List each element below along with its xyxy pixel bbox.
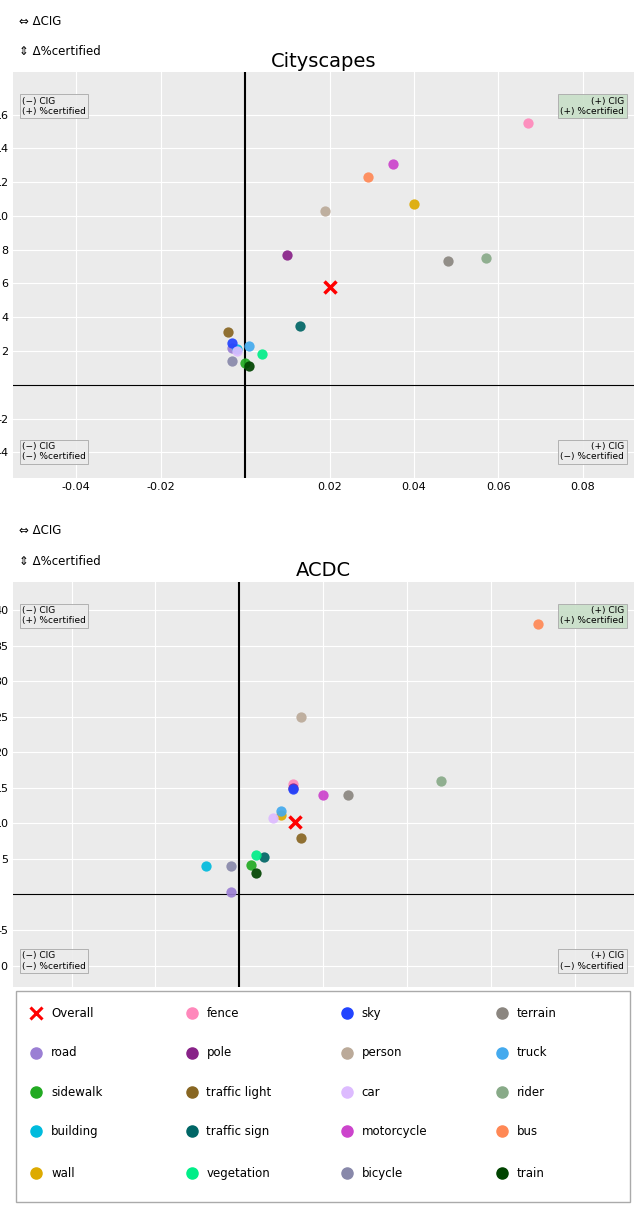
Point [343,785,353,805]
Text: rider: rider [517,1086,545,1098]
Point [296,707,307,726]
Text: (−) CIG
(−) %certified: (−) CIG (−) %certified [22,951,86,971]
Point [268,808,278,828]
Text: car: car [362,1086,380,1098]
Point [244,336,255,355]
Text: bus: bus [517,1125,538,1138]
Point [388,154,398,173]
Text: ⇔ ΔCIG: ⇔ ΔCIG [19,15,61,28]
Text: traffic light: traffic light [207,1086,272,1098]
Text: (+) CIG
(+) %certified: (+) CIG (+) %certified [561,606,624,625]
Text: train: train [517,1167,545,1179]
Point [276,801,286,821]
Text: building: building [51,1125,99,1138]
Text: motorcycle: motorcycle [362,1125,428,1138]
Point [227,351,237,371]
Text: person: person [362,1046,402,1059]
Point [443,252,453,271]
Text: (−) CIG
(+) %certified: (−) CIG (+) %certified [22,97,86,116]
Point [481,248,491,268]
Point [362,167,372,187]
Text: sidewalk: sidewalk [51,1086,102,1098]
Point [251,846,261,865]
Text: (−) CIG
(+) %certified: (−) CIG (+) %certified [22,606,86,625]
Point [232,339,242,359]
Point [246,854,256,874]
Point [295,316,305,336]
Point [288,779,298,799]
Text: traffic sign: traffic sign [207,1125,269,1138]
Point [226,882,236,902]
Text: (+) CIG
(−) %certified: (+) CIG (−) %certified [561,951,624,971]
Text: pole: pole [207,1046,232,1059]
Title: Cityscapes: Cityscapes [271,52,376,70]
Point [227,338,237,358]
Point [257,344,267,364]
Point [259,847,269,867]
Point [288,774,298,794]
Point [244,356,255,376]
Point [276,805,286,824]
Point [533,614,543,634]
Point [320,201,330,221]
Text: ⇕ Δ%certified: ⇕ Δ%certified [19,45,100,58]
Text: (+) CIG
(+) %certified: (+) CIG (+) %certified [561,97,624,116]
Text: ⇔ ΔCIG: ⇔ ΔCIG [19,525,61,537]
Point [232,342,242,361]
Text: fence: fence [207,1007,239,1019]
Point [409,194,419,213]
Text: road: road [51,1046,78,1059]
Point [226,857,236,876]
Text: bicycle: bicycle [362,1167,403,1179]
Text: vegetation: vegetation [207,1167,270,1179]
Point [200,857,211,876]
Text: Overall: Overall [51,1007,94,1019]
Point [282,245,292,264]
Text: (+) CIG
(−) %certified: (+) CIG (−) %certified [561,442,624,462]
Point [223,322,234,342]
Point [288,778,298,797]
Point [251,863,261,882]
Text: truck: truck [517,1046,547,1059]
Text: ⇕ Δ%certified: ⇕ Δ%certified [19,555,100,567]
Text: sky: sky [362,1007,381,1019]
Text: wall: wall [51,1167,75,1179]
Title: ACDC: ACDC [296,561,351,581]
Point [227,333,237,353]
Point [523,113,533,132]
Point [318,785,328,805]
Text: (−) CIG
(−) %certified: (−) CIG (−) %certified [22,442,86,462]
Text: terrain: terrain [517,1007,557,1019]
Point [296,828,307,847]
Point [436,771,446,790]
Point [240,353,250,372]
